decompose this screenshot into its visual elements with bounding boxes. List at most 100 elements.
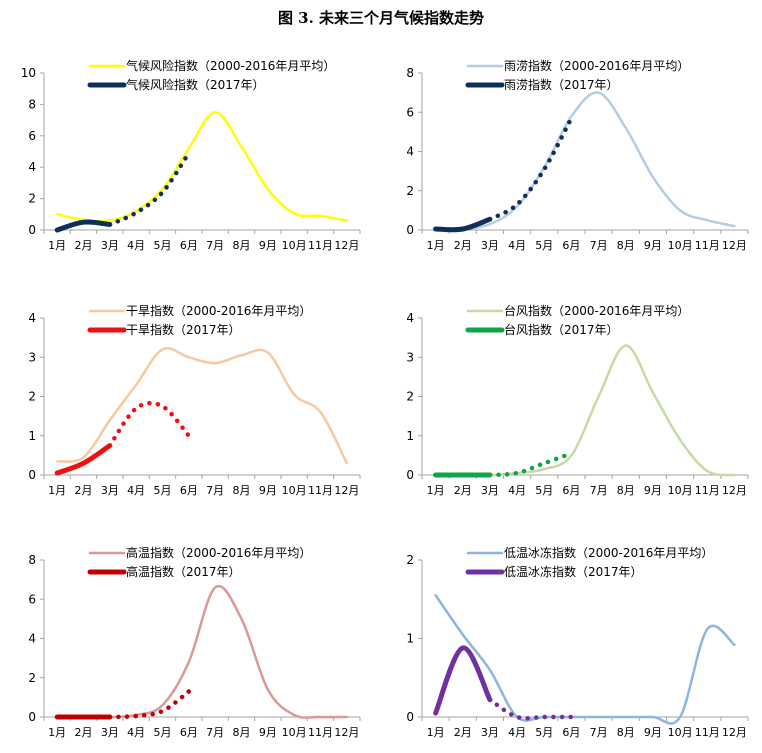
x-tick-label: 12月 — [722, 239, 747, 252]
x-tick-label: 10月 — [668, 726, 693, 739]
y-tick-label: 4 — [28, 632, 36, 646]
x-tick-label: 11月 — [308, 484, 333, 497]
x-tick-label: 5月 — [535, 726, 553, 739]
x-tick-label: 1月 — [48, 726, 66, 739]
x-tick-label: 12月 — [334, 484, 359, 497]
x-tick-label: 3月 — [101, 484, 119, 497]
x-tick-label: 5月 — [154, 726, 172, 739]
series-line-2017-forecast — [107, 400, 192, 448]
y-tick-label: 3 — [406, 350, 414, 364]
y-tick-label: 8 — [28, 553, 36, 567]
x-tick-label: 12月 — [334, 239, 359, 252]
y-tick-label: 1 — [406, 429, 414, 443]
x-tick-label: 10月 — [282, 726, 307, 739]
x-tick-label: 8月 — [617, 484, 635, 497]
x-tick-label: 1月 — [427, 726, 445, 739]
figure-title: 图 3. 未来三个月气候指数走势 — [278, 9, 484, 27]
x-tick-label: 6月 — [180, 726, 198, 739]
x-tick-label: 4月 — [508, 726, 526, 739]
y-tick-label: 6 — [28, 129, 36, 143]
chart-panel-2: 0 2 4 6 8 1月 2月 3月 4月 5月 6月 7月 8月 9月 10月 11月 12月 雨涝指数（200… — [406, 58, 749, 252]
x-tick-label: 10月 — [282, 484, 307, 497]
x-tick-label: 7月 — [206, 239, 224, 252]
y-tick-label: 2 — [28, 192, 36, 206]
chart-panel-1: 0 2 4 6 8 10 1月 2月 3月 4月 5月 6月 7月 8月 9月 10月 11月 12月 气候风险指数… — [21, 58, 361, 252]
y-tick-label: 10 — [21, 66, 36, 80]
x-tick-label: 2月 — [75, 726, 93, 739]
x-tick-label: 7月 — [206, 726, 224, 739]
legend-label: 低温冰冻指数（2017年） — [504, 564, 643, 579]
x-tick-label: 6月 — [180, 484, 198, 497]
chart-panel-6: 0 1 2 1月 2月 3月 4月 5月 6月 7月 8月 9月 10月 11月 12月 低温冰冻指数（200… — [406, 545, 749, 739]
y-tick-label: 0 — [406, 223, 414, 237]
x-tick-label: 9月 — [259, 239, 277, 252]
y-tick-label: 8 — [406, 66, 414, 80]
x-tick-label: 4月 — [508, 239, 526, 252]
x-tick-label: 12月 — [334, 726, 359, 739]
x-tick-label: 7月 — [206, 484, 224, 497]
x-tick-label: 11月 — [308, 239, 333, 252]
x-tick-label: 1月 — [427, 484, 445, 497]
x-tick-label: 8月 — [233, 726, 251, 739]
x-tick-label: 4月 — [127, 239, 145, 252]
x-tick-label: 8月 — [617, 239, 635, 252]
x-tick-label: 11月 — [308, 726, 333, 739]
legend-label: 气候风险指数（2017年） — [126, 77, 265, 92]
x-tick-label: 5月 — [154, 239, 172, 252]
series-line-2017-forecast — [107, 150, 192, 227]
chart-panel-5: 0 2 4 6 8 1月 2月 3月 4月 5月 6月 7月 8月 9月 10月 11月 12月 高温指数（200… — [28, 545, 361, 739]
x-tick-label: 5月 — [154, 484, 172, 497]
x-tick-label: 11月 — [695, 484, 720, 497]
x-tick-label: 7月 — [590, 239, 608, 252]
x-tick-label: 12月 — [722, 726, 747, 739]
x-tick-label: 2月 — [454, 239, 472, 252]
series-line-average — [55, 347, 349, 465]
series-line-2017-forecast — [487, 451, 574, 478]
series-line-average — [434, 344, 736, 477]
x-tick-label: 4月 — [508, 484, 526, 497]
x-tick-label: 1月 — [427, 239, 445, 252]
x-tick-label: 5月 — [535, 239, 553, 252]
legend-label: 台风指数（2017年） — [504, 322, 619, 337]
y-tick-label: 4 — [28, 160, 36, 174]
y-tick-label: 0 — [406, 468, 414, 482]
x-tick-label: 6月 — [180, 239, 198, 252]
legend-label: 高温指数（2000-2016年月平均） — [126, 545, 311, 560]
series-line-2017 — [433, 645, 493, 716]
y-tick-label: 1 — [28, 429, 36, 443]
y-tick-label: 4 — [406, 145, 414, 159]
x-tick-label: 3月 — [481, 726, 499, 739]
x-tick-label: 2月 — [454, 726, 472, 739]
legend-label: 高温指数（2017年） — [126, 564, 241, 579]
legend-label: 雨涝指数（2017年） — [504, 77, 619, 92]
y-tick-label: 3 — [28, 350, 36, 364]
x-tick-label: 1月 — [48, 484, 66, 497]
y-tick-label: 0 — [28, 710, 36, 724]
series-line-average — [434, 594, 736, 725]
x-tick-label: 3月 — [101, 726, 119, 739]
x-tick-label: 10月 — [668, 239, 693, 252]
x-tick-label: 10月 — [282, 239, 307, 252]
x-tick-label: 11月 — [695, 239, 720, 252]
y-tick-label: 2 — [406, 390, 414, 404]
x-tick-label: 6月 — [562, 239, 580, 252]
chart-panel-3: 0 1 2 3 4 1月 2月 3月 4月 5月 6月 7月 8月 9月 10月 11月 12月 干旱指数（200… — [28, 303, 361, 497]
y-tick-label: 6 — [406, 105, 414, 119]
x-tick-label: 2月 — [75, 484, 93, 497]
legend-label: 低温冰冻指数（2000-2016年月平均） — [504, 545, 713, 560]
series-line-average — [55, 111, 349, 223]
y-tick-label: 0 — [28, 468, 36, 482]
series-line-2017 — [54, 219, 113, 233]
legend-label: 干旱指数（2017年） — [126, 322, 241, 337]
x-tick-label: 4月 — [127, 484, 145, 497]
series-line-average — [434, 91, 736, 231]
x-tick-label: 3月 — [481, 484, 499, 497]
y-tick-label: 2 — [406, 184, 414, 198]
x-tick-label: 6月 — [562, 726, 580, 739]
legend-label: 干旱指数（2000-2016年月平均） — [126, 303, 311, 318]
legend-label: 气候风险指数（2000-2016年月平均） — [126, 58, 335, 73]
legend-label: 雨涝指数（2000-2016年月平均） — [504, 58, 689, 73]
y-tick-label: 1 — [406, 632, 414, 646]
x-tick-label: 3月 — [101, 239, 119, 252]
